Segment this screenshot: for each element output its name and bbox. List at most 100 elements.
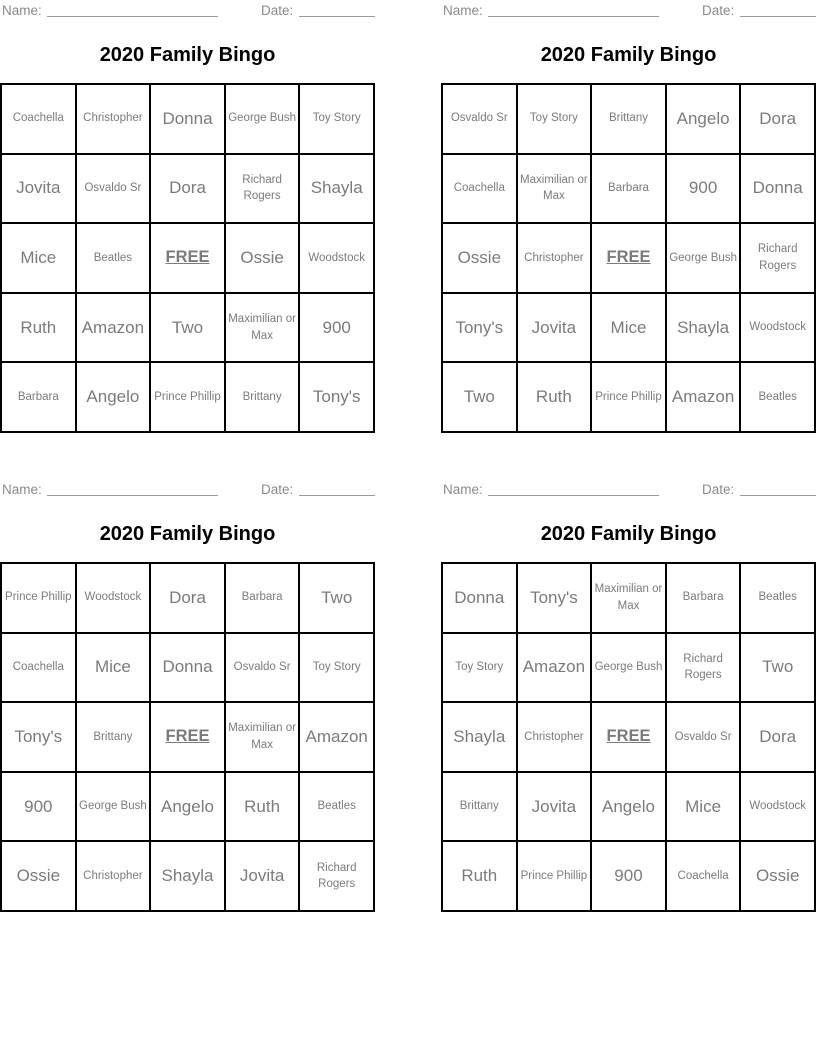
date-label: Date:: [702, 482, 735, 497]
bingo-cell: Shayla: [151, 842, 224, 910]
bingo-cell: Woodstock: [741, 293, 814, 362]
bingo-cell: Mice: [666, 772, 740, 841]
bingo-card-bottom-right: Name: Date: 2020 Family Bingo Donna Tony'…: [441, 479, 816, 912]
bingo-cell: Ossie: [741, 842, 814, 910]
bingo-cell: Amazon: [300, 703, 373, 771]
bingo-cell: Tony's: [443, 293, 516, 362]
bingo-cell: Amazon: [76, 293, 150, 362]
bingo-card-bottom-left: Name: Date: 2020 Family Bingo Prince Phi…: [0, 479, 375, 912]
free-cell: FREE: [151, 703, 224, 771]
bingo-cell: Ruth: [443, 842, 516, 910]
bingo-cell: Donna: [151, 85, 224, 153]
date-label: Date:: [261, 482, 294, 497]
bingo-cell: Dora: [741, 85, 814, 153]
bingo-cell: Prince Phillip: [517, 842, 591, 910]
bingo-cell: Osvaldo Sr: [76, 154, 150, 223]
bingo-cell: Ruth: [517, 363, 591, 431]
bingo-cell: Mice: [2, 224, 75, 292]
bingo-cell: Ossie: [2, 842, 75, 910]
bingo-cell: Dora: [151, 564, 224, 632]
date-blank-line: [740, 495, 816, 496]
card-title: 2020 Family Bingo: [540, 523, 717, 545]
bingo-cell: Beatles: [741, 564, 814, 632]
bingo-cell: Christopher: [517, 224, 591, 292]
bingo-cell: Mice: [592, 293, 665, 362]
bingo-cell: Christopher: [76, 842, 150, 910]
bingo-cell: Beatles: [76, 224, 150, 292]
bingo-cell: 900: [666, 154, 740, 223]
date-blank-line: [299, 16, 375, 17]
bingo-cell: Osvaldo Sr: [666, 703, 740, 771]
bingo-cell: Richard Rogers: [300, 842, 373, 910]
bingo-cell: Brittany: [443, 772, 516, 841]
bingo-cell: Prince Phillip: [2, 564, 75, 632]
bingo-cell: Brittany: [592, 85, 665, 153]
bingo-cell: Toy Story: [300, 85, 373, 153]
bingo-cell: Barbara: [592, 154, 665, 223]
bingo-cell: Jovita: [2, 154, 75, 223]
name-date-row: Name: Date:: [0, 0, 375, 20]
bingo-cell: Jovita: [517, 293, 591, 362]
bingo-cell: Richard Rogers: [741, 224, 814, 292]
bingo-cell: Prince Phillip: [592, 363, 665, 431]
bingo-cell: Barbara: [2, 363, 75, 431]
free-cell: FREE: [592, 703, 665, 771]
bingo-cell: Barbara: [225, 564, 299, 632]
bingo-cell: Coachella: [666, 842, 740, 910]
bingo-cell: Dora: [151, 154, 224, 223]
name-date-row: Name: Date:: [0, 479, 375, 499]
bingo-cell: Coachella: [443, 154, 516, 223]
bingo-cell: Coachella: [2, 633, 75, 702]
bingo-cell: Brittany: [225, 363, 299, 431]
date-blank-line: [740, 16, 816, 17]
bingo-cell: Tony's: [2, 703, 75, 771]
bingo-card-top-left: Name: Date: 2020 Family Bingo Coachella C…: [0, 0, 375, 433]
bingo-grid: Coachella Christopher Donna George Bush Toy …: [0, 83, 375, 433]
name-blank-line: [488, 495, 659, 496]
bingo-card-top-right: Name: Date: 2020 Family Bingo Osvaldo Sr…: [441, 0, 816, 433]
name-blank-line: [488, 16, 659, 17]
card-title: 2020 Family Bingo: [99, 44, 276, 66]
name-date-row: Name: Date:: [441, 479, 816, 499]
card-title: 2020 Family Bingo: [540, 44, 717, 66]
bingo-cell: Shayla: [666, 293, 740, 362]
bingo-cell: Angelo: [592, 772, 665, 841]
bingo-cell: George Bush: [76, 772, 150, 841]
bingo-cell: Two: [741, 633, 814, 702]
bingo-cell: Jovita: [225, 842, 299, 910]
bingo-cell: 900: [592, 842, 665, 910]
bingo-cell: Two: [443, 363, 516, 431]
bingo-cell: Angelo: [151, 772, 224, 841]
date-label: Date:: [261, 3, 294, 18]
bingo-cell: Amazon: [666, 363, 740, 431]
bingo-cell: Barbara: [666, 564, 740, 632]
name-blank-line: [47, 16, 218, 17]
bingo-cell: Maximilian or Max: [517, 154, 591, 223]
bingo-cell: Christopher: [517, 703, 591, 771]
bingo-cell: Osvaldo Sr: [443, 85, 516, 153]
bingo-cell: George Bush: [592, 633, 665, 702]
date-label: Date:: [702, 3, 735, 18]
bingo-cell: Coachella: [2, 85, 75, 153]
bingo-cell: Woodstock: [300, 224, 373, 292]
bingo-cell: Maximilian or Max: [592, 564, 665, 632]
bingo-cell: Donna: [741, 154, 814, 223]
bingo-cell: Donna: [151, 633, 224, 702]
bingo-grid: Donna Tony's Maximilian or Max Barbara Beatl…: [441, 562, 816, 912]
bingo-cell: Ruth: [2, 293, 75, 362]
bingo-grid: Prince Phillip Woodstock Dora Barbara Two Coa…: [0, 562, 375, 912]
bingo-cell: Two: [300, 564, 373, 632]
name-label: Name:: [443, 3, 483, 18]
bingo-cell: Maximilian or Max: [225, 703, 299, 771]
bingo-cell: 900: [2, 772, 75, 841]
bingo-cell: Shayla: [443, 703, 516, 771]
bingo-cell: Beatles: [300, 772, 373, 841]
bingo-cell: Christopher: [76, 85, 150, 153]
bingo-cell: George Bush: [666, 224, 740, 292]
card-title: 2020 Family Bingo: [99, 523, 276, 545]
bingo-cell: Tony's: [300, 363, 373, 431]
bingo-cell: Ruth: [225, 772, 299, 841]
name-label: Name:: [2, 482, 42, 497]
bingo-cell: Toy Story: [443, 633, 516, 702]
bingo-cell: Angelo: [76, 363, 150, 431]
